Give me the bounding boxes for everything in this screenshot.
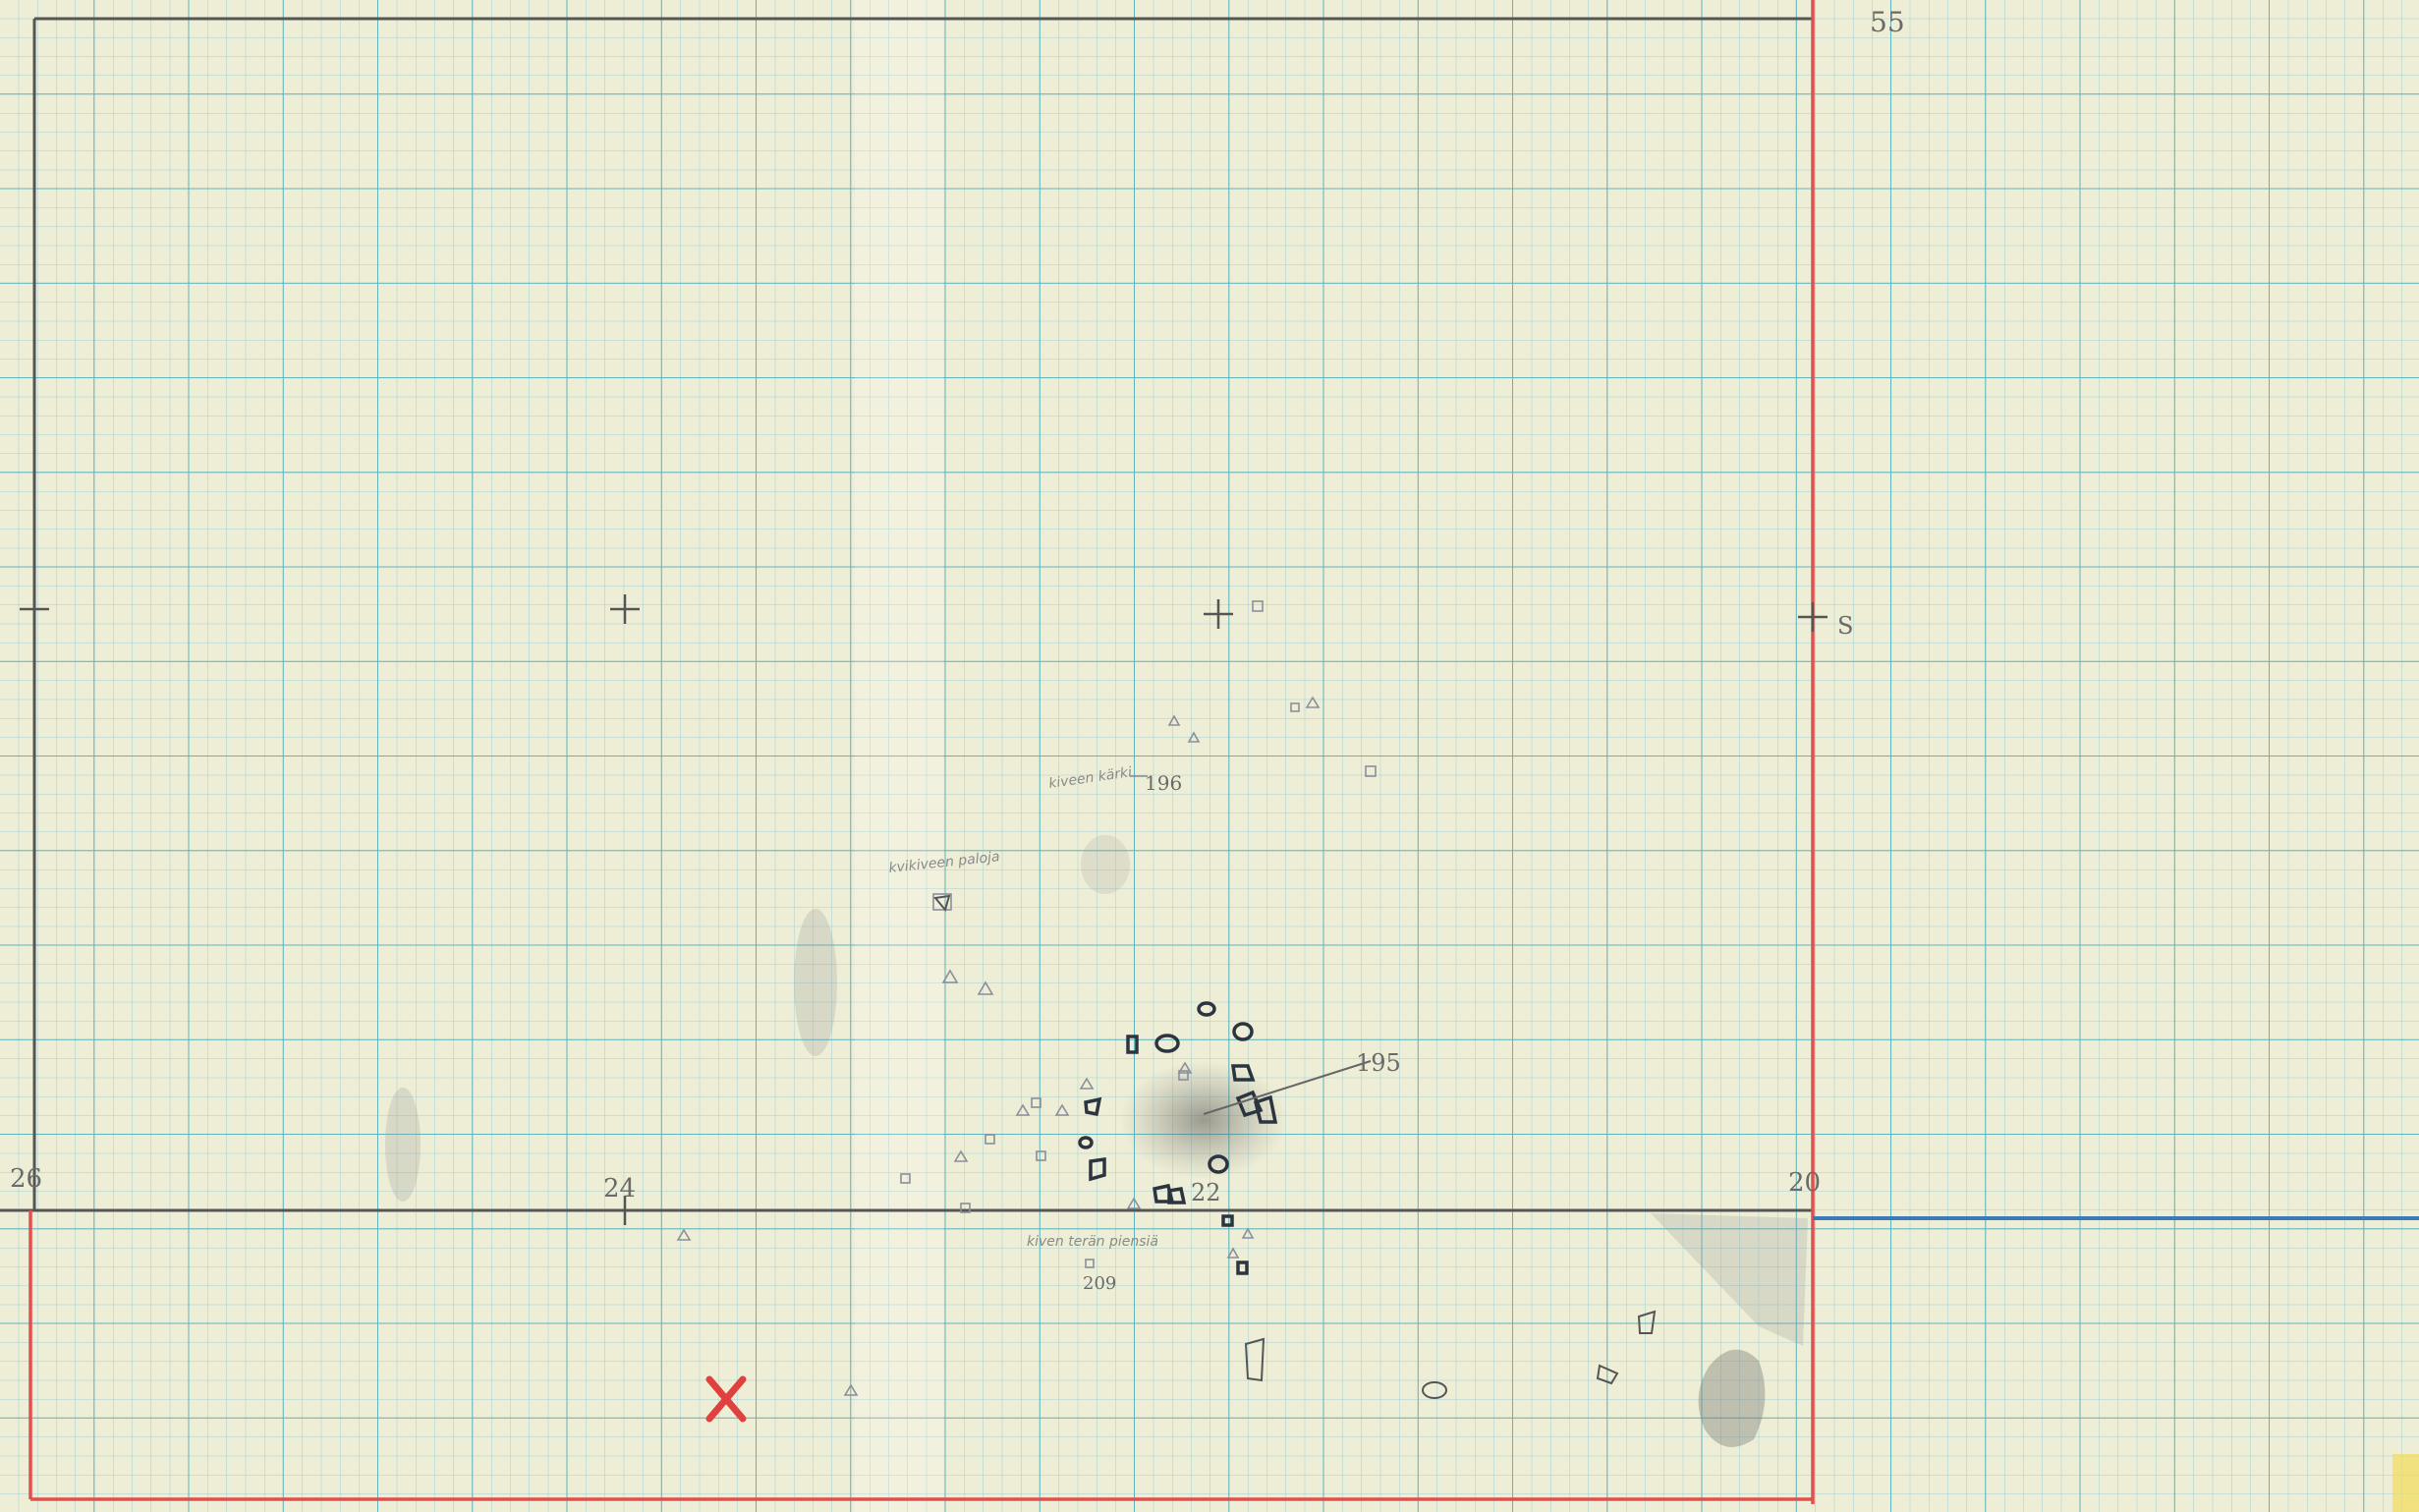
grid-crosses: [20, 594, 1828, 1225]
grid-label: 24: [603, 1174, 636, 1204]
shading: [1651, 1213, 1808, 1346]
red-frame: [28, 0, 1815, 1504]
stone-outline: [1698, 1349, 1766, 1447]
find-number: 196: [1145, 771, 1182, 795]
red-x: [705, 1375, 747, 1423]
shading: [1081, 835, 1130, 894]
grid-label: 26: [10, 1164, 42, 1194]
grid-label: 20: [1788, 1168, 1821, 1198]
grid-label: S: [1837, 612, 1853, 640]
fold: [855, 0, 943, 1512]
grid-label: 55: [1870, 6, 1905, 38]
shading: [385, 1088, 421, 1202]
find-number: 22: [1191, 1179, 1221, 1206]
note: kiven terän piensiä: [1027, 1234, 1158, 1250]
shading: [794, 909, 837, 1056]
find-number: 195: [1356, 1049, 1401, 1077]
leader-line: [1203, 1060, 1372, 1115]
find-symbols: [676, 600, 1377, 1396]
tape: [2392, 1454, 2419, 1512]
find-number: 209: [1083, 1273, 1116, 1294]
dense-shading: [1120, 1061, 1287, 1179]
loose-stones: [933, 894, 1657, 1399]
stone-symbols: [1078, 1001, 1278, 1275]
